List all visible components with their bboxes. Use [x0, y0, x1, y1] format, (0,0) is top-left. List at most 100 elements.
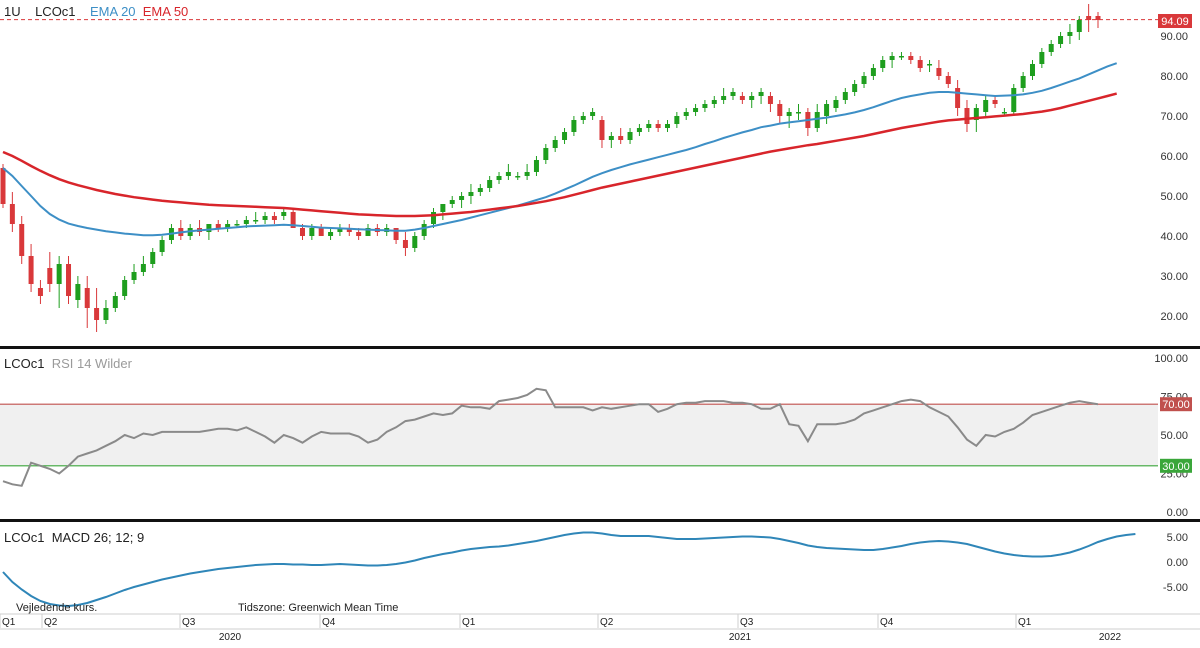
candle-body[interactable]: [299, 228, 305, 236]
quarter-label[interactable]: Q1: [2, 617, 16, 628]
main-legend[interactable]: 1U LCOc1 EMA 20 EMA 50: [4, 4, 188, 19]
candle-body[interactable]: [786, 112, 792, 116]
candle-body[interactable]: [796, 112, 802, 114]
candle-body[interactable]: [992, 100, 998, 104]
year-label[interactable]: 2022: [1099, 632, 1122, 643]
candle-body[interactable]: [1086, 16, 1092, 20]
candle-body[interactable]: [421, 224, 427, 236]
candle-body[interactable]: [964, 108, 970, 124]
candle-body[interactable]: [159, 240, 165, 252]
candle-body[interactable]: [234, 224, 240, 226]
quarter-label[interactable]: Q2: [44, 617, 58, 628]
candle-body[interactable]: [9, 204, 15, 224]
candle-body[interactable]: [983, 100, 989, 112]
candle-body[interactable]: [562, 132, 568, 140]
candle-body[interactable]: [66, 264, 72, 296]
candle-body[interactable]: [927, 64, 933, 66]
candle-body[interactable]: [1011, 88, 1017, 112]
candle-body[interactable]: [599, 120, 605, 140]
candle-body[interactable]: [449, 200, 455, 204]
candle-body[interactable]: [103, 308, 109, 320]
candle-body[interactable]: [365, 228, 371, 236]
candle-body[interactable]: [1020, 76, 1026, 88]
candle-body[interactable]: [1058, 36, 1064, 44]
candle-body[interactable]: [973, 108, 979, 120]
candle-body[interactable]: [150, 252, 156, 264]
panel-separator-1[interactable]: [0, 346, 1200, 349]
quarter-label[interactable]: Q2: [600, 617, 614, 628]
candle-body[interactable]: [711, 100, 717, 104]
candle-body[interactable]: [56, 264, 62, 284]
candle-body[interactable]: [225, 224, 231, 228]
candle-body[interactable]: [721, 96, 727, 100]
candle-body[interactable]: [281, 212, 287, 216]
quarter-label[interactable]: Q1: [1018, 617, 1032, 628]
candle-body[interactable]: [337, 228, 343, 232]
macd-panel[interactable]: 5.00 0.00 -5.00: [2, 531, 1188, 608]
candle-body[interactable]: [468, 192, 474, 196]
candle-body[interactable]: [496, 176, 502, 180]
quarter-label[interactable]: Q3: [740, 617, 754, 628]
price-panel[interactable]: 20.00 30.00 40.00 50.00 60.00 70.00 80.00 90.00…: [0, 4, 1192, 332]
candle-body[interactable]: [945, 76, 951, 84]
candle-body[interactable]: [412, 236, 418, 248]
year-label[interactable]: 2020: [219, 632, 242, 643]
candle-body[interactable]: [271, 216, 277, 220]
candle-body[interactable]: [112, 296, 118, 308]
candle-body[interactable]: [505, 172, 511, 176]
candle-body[interactable]: [814, 112, 820, 128]
candle-body[interactable]: [290, 212, 296, 228]
candle-body[interactable]: [140, 264, 146, 272]
candle-body[interactable]: [533, 160, 539, 172]
interval-label[interactable]: 1U: [4, 4, 21, 19]
candle-body[interactable]: [870, 68, 876, 76]
candle-body[interactable]: [84, 288, 90, 308]
candle-body[interactable]: [122, 280, 128, 296]
candle-body[interactable]: [590, 112, 596, 116]
candle-body[interactable]: [898, 56, 904, 58]
candle-body[interactable]: [580, 116, 586, 120]
candle-body[interactable]: [889, 56, 895, 60]
candle-body[interactable]: [94, 308, 100, 320]
candle-body[interactable]: [1048, 44, 1054, 52]
candle-body[interactable]: [664, 124, 670, 128]
candle-body[interactable]: [477, 188, 483, 192]
candle-body[interactable]: [655, 124, 661, 128]
quarter-label[interactable]: Q4: [322, 617, 336, 628]
candle-body[interactable]: [739, 96, 745, 100]
candle-body[interactable]: [1039, 52, 1045, 64]
candle-body[interactable]: [758, 92, 764, 96]
rsi-indicator-label[interactable]: RSI 14 Wilder: [51, 356, 132, 371]
candle-body[interactable]: [767, 96, 773, 104]
candle-body[interactable]: [75, 284, 81, 300]
candle-body[interactable]: [440, 204, 446, 212]
candle-body[interactable]: [328, 232, 334, 236]
candle-body[interactable]: [37, 288, 43, 296]
macd-indicator-label[interactable]: MACD 26; 12; 9: [51, 530, 145, 545]
candle-body[interactable]: [693, 108, 699, 112]
candle-body[interactable]: [346, 228, 352, 232]
candle-body[interactable]: [402, 240, 408, 248]
candle-body[interactable]: [852, 84, 858, 92]
candle-body[interactable]: [646, 124, 652, 128]
candle-body[interactable]: [1095, 16, 1101, 20]
candle-body[interactable]: [206, 224, 212, 232]
candle-body[interactable]: [833, 100, 839, 108]
candle-body[interactable]: [356, 232, 362, 236]
candle-body[interactable]: [262, 216, 268, 220]
candle-body[interactable]: [515, 176, 521, 178]
candle-body[interactable]: [702, 104, 708, 108]
panel-separator-2[interactable]: [0, 519, 1200, 522]
candle-body[interactable]: [880, 60, 886, 68]
rsi-legend[interactable]: LCOc1 RSI 14 Wilder: [4, 356, 132, 371]
candle-body[interactable]: [627, 132, 633, 140]
candle-body[interactable]: [571, 120, 577, 132]
candle-body[interactable]: [253, 220, 259, 222]
quarter-label[interactable]: Q4: [880, 617, 894, 628]
macd-legend[interactable]: LCOc1 MACD 26; 12; 9: [4, 530, 144, 545]
candle-body[interactable]: [19, 224, 25, 256]
candle-body[interactable]: [524, 172, 530, 176]
symbol-label[interactable]: LCOc1: [35, 4, 76, 19]
